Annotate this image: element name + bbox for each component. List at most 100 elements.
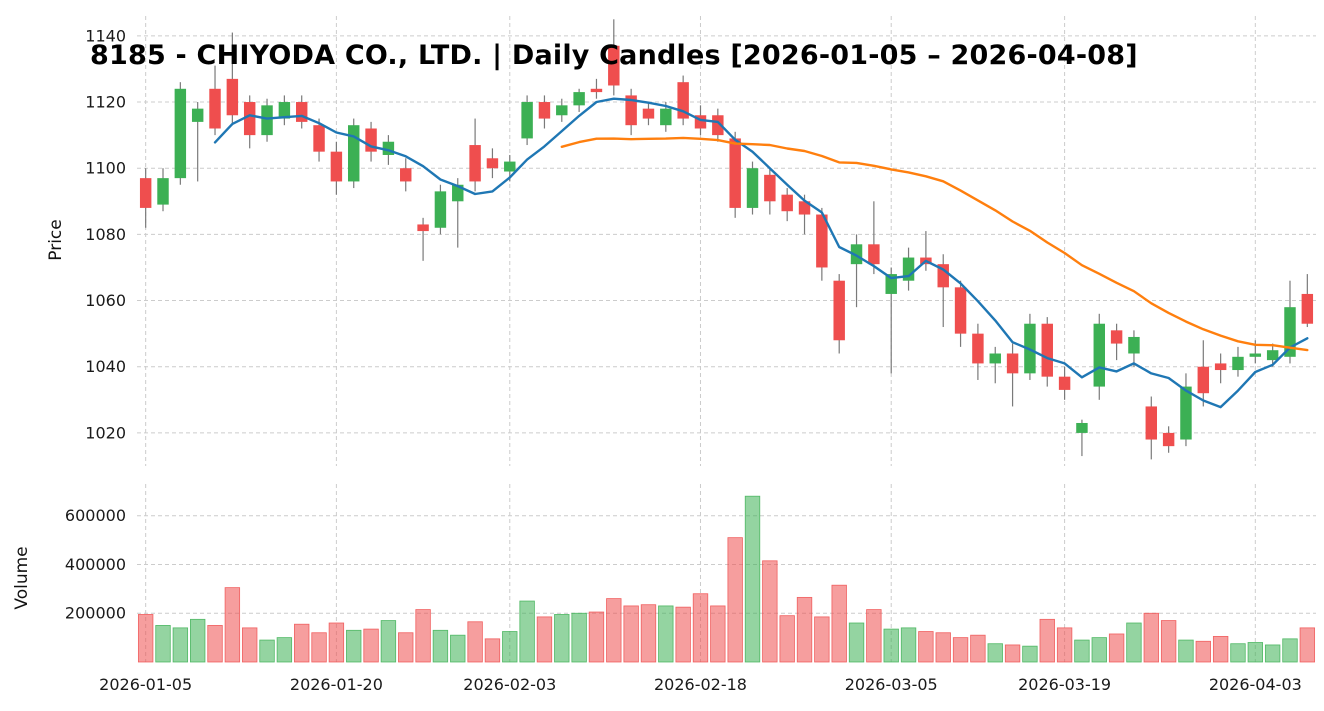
volume-bar-down <box>727 537 743 663</box>
volume-bar-up <box>1091 637 1107 663</box>
volume-bar-down <box>328 622 345 663</box>
candle-body-down <box>625 95 637 126</box>
price-tick-label: 1100 <box>85 159 126 178</box>
volume-bar-down <box>606 598 622 663</box>
candle-body-down <box>1197 366 1210 394</box>
volume-bar-down <box>970 634 986 663</box>
candle-body-down <box>486 158 499 169</box>
volume-bar-up <box>744 495 761 663</box>
candle-body-down <box>209 88 221 129</box>
volume-bar-down <box>866 609 882 663</box>
volume-bar-down <box>692 593 709 663</box>
volume-bar-up <box>276 637 293 663</box>
sma-5-line <box>213 97 1309 409</box>
volume-bar-down <box>796 596 813 663</box>
candle-body-down <box>295 102 308 122</box>
candle-body-down <box>1162 432 1175 447</box>
candle-body-down <box>677 82 689 119</box>
volume-bar-up <box>172 627 189 663</box>
date-tick-label: 2026-01-20 <box>290 675 383 694</box>
candle-body-down <box>954 287 967 334</box>
candle-body-down <box>538 102 551 119</box>
candle-body-up <box>278 102 291 119</box>
volume-bar-up <box>380 620 397 663</box>
candle-body-up <box>746 168 759 208</box>
volume-bar-up <box>155 625 171 663</box>
volume-bar-down <box>779 615 795 663</box>
candle-body-up <box>1076 422 1088 433</box>
volume-bar-down <box>224 587 241 663</box>
volume-bar-down <box>710 605 726 663</box>
candle-body-down <box>608 45 620 86</box>
volume-tick-label: 600000 <box>65 506 126 525</box>
volume-bar-up <box>190 618 206 663</box>
candle-body-up <box>902 257 915 281</box>
volume-bar-down <box>311 632 327 663</box>
candle-body-up <box>573 92 585 106</box>
candle-body-up <box>660 108 672 126</box>
volume-bar-down <box>467 621 483 663</box>
candle-body-up <box>1284 307 1296 357</box>
volume-bar-down <box>623 605 639 663</box>
candle-body-down <box>868 244 880 265</box>
candle-body-down <box>400 168 412 182</box>
candle-body-up <box>556 105 568 116</box>
volume-bar-down <box>640 604 657 663</box>
candle-body-down <box>972 333 984 364</box>
volume-bar-down <box>1108 633 1125 663</box>
candle-body-down <box>694 115 707 129</box>
volume-bar-up <box>883 628 899 663</box>
volume-bar-up <box>987 643 1003 663</box>
volume-bar-down <box>814 616 830 663</box>
volume-bar-down <box>1143 612 1159 663</box>
candle-body-down <box>417 224 429 232</box>
chart-title: 8185 - CHIYODA CO., LTD. | Daily Candles… <box>90 40 1138 71</box>
candle-body-up <box>989 353 1001 364</box>
volume-bar-up <box>658 605 674 663</box>
volume-bar-up <box>848 622 865 663</box>
candle-body-down <box>1110 330 1123 344</box>
volume-bar-down <box>831 584 847 663</box>
candle-body-up <box>434 191 447 228</box>
candle-body-down <box>642 108 655 119</box>
sma-25-line <box>560 136 1309 352</box>
moving-averages <box>213 97 1309 409</box>
candle-body-up <box>452 184 464 202</box>
date-tick-label: 2026-03-19 <box>1018 675 1111 694</box>
price-tick-label: 1140 <box>85 26 126 45</box>
candle-body-down <box>469 145 481 182</box>
candle-body-up <box>521 102 533 139</box>
volume-axis-label: Volume <box>12 546 32 610</box>
candle-body-up <box>1266 350 1279 361</box>
candle-body-down <box>816 214 828 268</box>
candle-body-down <box>937 264 949 288</box>
candle-body-up <box>382 141 395 155</box>
volume-bar-up <box>259 639 275 663</box>
volume-bar-down <box>762 560 778 663</box>
candle-body-up <box>157 178 169 205</box>
candle-body-down <box>139 178 152 208</box>
candle-body-up <box>1180 386 1192 440</box>
candle-body-up <box>261 105 273 136</box>
candle-body-up <box>174 88 187 179</box>
volume-bar-down <box>1212 635 1229 663</box>
candle-body-down <box>1145 406 1158 440</box>
price-axis-label: Price <box>46 219 66 261</box>
candle-body-up <box>504 161 516 172</box>
volume-bar-up <box>450 634 466 663</box>
candle-body-up <box>348 125 360 182</box>
volume-bar-up <box>1264 644 1281 663</box>
volume-bar-down <box>1195 640 1211 663</box>
date-tick-label: 2026-02-03 <box>463 675 556 694</box>
date-tick-label: 2026-02-18 <box>654 675 747 694</box>
volume-bar-up <box>900 627 917 663</box>
volume-bar-up <box>1074 639 1090 663</box>
candle-body-up <box>850 244 863 265</box>
volume-bar-down <box>1056 627 1073 663</box>
volume-bar-down <box>1299 627 1316 663</box>
candle-body-up <box>1128 336 1140 354</box>
price-tick-label: 1060 <box>85 291 126 310</box>
candle-body-down <box>712 115 724 136</box>
